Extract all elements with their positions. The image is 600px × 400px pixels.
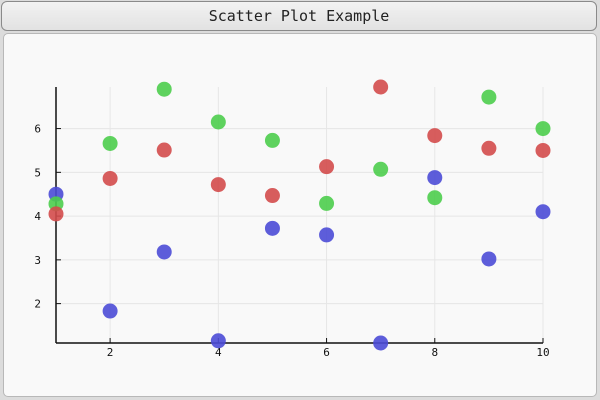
data-point-series-1 xyxy=(319,227,335,243)
data-point-series-3 xyxy=(373,79,389,95)
data-point-series-1 xyxy=(535,204,551,220)
data-point-series-3 xyxy=(264,188,280,204)
y-tick-label: 6 xyxy=(34,123,41,136)
data-point-series-3 xyxy=(319,159,335,175)
data-point-series-3 xyxy=(481,140,497,156)
data-point-series-3 xyxy=(102,170,118,186)
data-points xyxy=(48,79,551,351)
data-point-series-1 xyxy=(427,170,443,186)
tick-labels: 2 4 6 8 10 2 3 4 5 6 xyxy=(34,123,549,359)
data-point-series-1 xyxy=(102,303,118,319)
axes xyxy=(55,87,544,344)
data-point-series-2 xyxy=(319,195,335,211)
data-point-series-3 xyxy=(210,177,226,193)
data-point-series-1 xyxy=(373,335,389,351)
data-point-series-3 xyxy=(535,142,551,158)
data-point-series-2 xyxy=(102,135,118,151)
data-point-series-2 xyxy=(535,121,551,137)
plot-frame xyxy=(3,33,597,397)
data-point-series-3 xyxy=(156,142,172,158)
data-point-series-1 xyxy=(481,251,497,267)
y-tick-label: 5 xyxy=(34,166,41,179)
x-tick-label: 10 xyxy=(536,346,549,359)
x-tick-label: 6 xyxy=(323,346,330,359)
x-tick-label: 8 xyxy=(431,346,438,359)
data-point-series-2 xyxy=(264,132,280,148)
data-point-series-3 xyxy=(48,206,64,222)
x-tick-label: 2 xyxy=(107,346,114,359)
data-point-series-2 xyxy=(373,161,389,177)
data-point-series-1 xyxy=(264,220,280,236)
window-title: Scatter Plot Example xyxy=(1,1,597,31)
x-tick-label: 4 xyxy=(215,346,222,359)
data-point-series-2 xyxy=(156,81,172,97)
data-point-series-1 xyxy=(156,244,172,260)
data-point-series-3 xyxy=(427,128,443,144)
grid-lines xyxy=(56,87,544,343)
y-tick-label: 2 xyxy=(34,298,41,311)
data-point-series-2 xyxy=(427,190,443,206)
data-point-series-1 xyxy=(210,333,226,349)
y-tick-label: 3 xyxy=(34,254,41,267)
data-point-series-2 xyxy=(481,89,497,105)
data-point-series-2 xyxy=(210,114,226,130)
y-tick-label: 4 xyxy=(34,210,41,223)
